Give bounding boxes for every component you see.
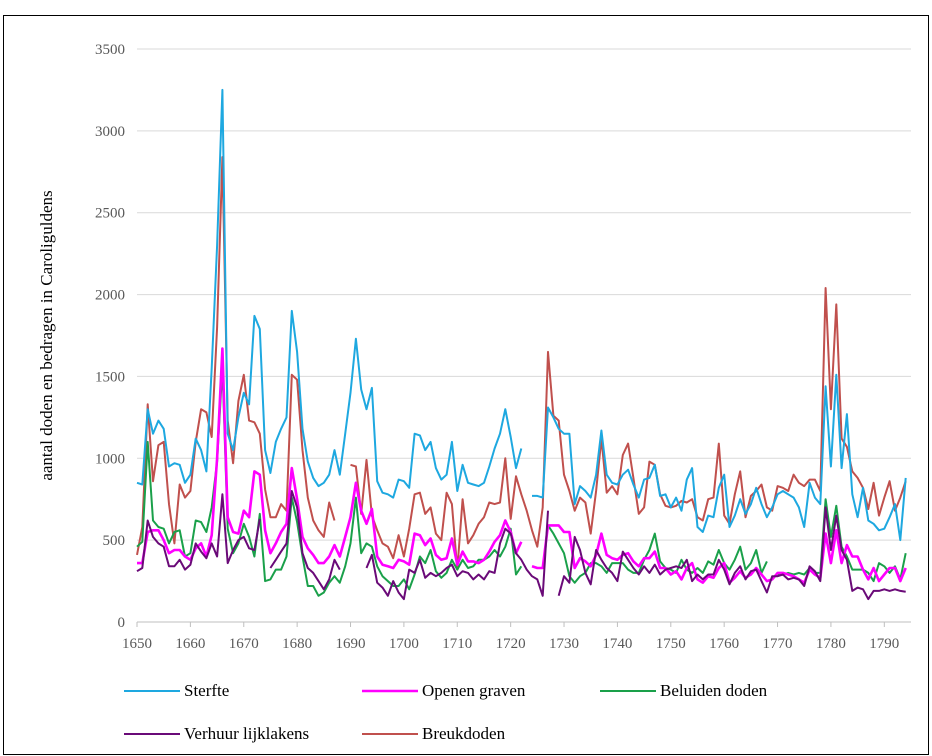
series-line-sterfte	[136, 88, 907, 542]
x-tick-label: 1740	[602, 636, 632, 652]
legend-label: Beluiden doden	[660, 681, 768, 700]
series-lines	[136, 88, 907, 601]
legend-label: Verhuur lijklakens	[184, 724, 309, 743]
x-tick-label: 1660	[175, 636, 205, 652]
x-tick-label: 1770	[763, 636, 793, 652]
y-tick-label: 2500	[95, 206, 125, 222]
chart-frame: 0 500 1000 1500 2000 2500 3000 3500 1650 1660 1670…	[3, 15, 929, 755]
y-axis-label: aantal doden en bedragen in Caroligulden…	[37, 190, 56, 480]
legend-label: Breukdoden	[422, 724, 506, 743]
x-tick-label: 1670	[229, 636, 259, 652]
x-tick-label: 1750	[656, 636, 686, 652]
gridlines	[137, 48, 911, 541]
x-tick-label: 1730	[549, 636, 579, 652]
series-line-verhuur-lijklakens	[136, 490, 906, 601]
x-tick-label: 1680	[282, 636, 312, 652]
legend-label: Sterfte	[184, 681, 229, 700]
line-chart: 0 500 1000 1500 2000 2500 3000 3500 1650 1660 1670…	[37, 42, 911, 743]
legend: Sterfte Openen graven Beluiden doden Verhuu…	[124, 681, 768, 743]
y-tick-label: 500	[103, 533, 126, 549]
legend-item: Breukdoden	[362, 724, 506, 743]
y-tick-label: 3000	[95, 124, 125, 140]
legend-item: Sterfte	[124, 681, 229, 700]
legend-label: Openen graven	[422, 681, 526, 700]
y-tick-label: 1500	[95, 369, 125, 385]
x-tick-label: 1780	[816, 636, 846, 652]
y-tick-label: 1000	[95, 451, 125, 467]
x-tick-label: 1760	[709, 636, 739, 652]
legend-item: Verhuur lijklakens	[124, 724, 309, 743]
x-tick-label: 1720	[496, 636, 526, 652]
legend-item: Beluiden doden	[600, 681, 768, 700]
x-tick-label: 1790	[869, 636, 899, 652]
y-tick-label: 3500	[95, 42, 125, 58]
x-tick-label: 1690	[336, 636, 366, 652]
legend-item: Openen graven	[362, 681, 526, 700]
x-tick-label: 1650	[122, 636, 152, 652]
axes: 0 500 1000 1500 2000 2500 3000 3500 1650 1660 1670…	[95, 42, 911, 652]
y-tick-label: 2000	[95, 288, 125, 304]
x-tick-label: 1700	[389, 636, 419, 652]
y-tick-label: 0	[118, 615, 126, 631]
x-tick-label: 1710	[442, 636, 472, 652]
